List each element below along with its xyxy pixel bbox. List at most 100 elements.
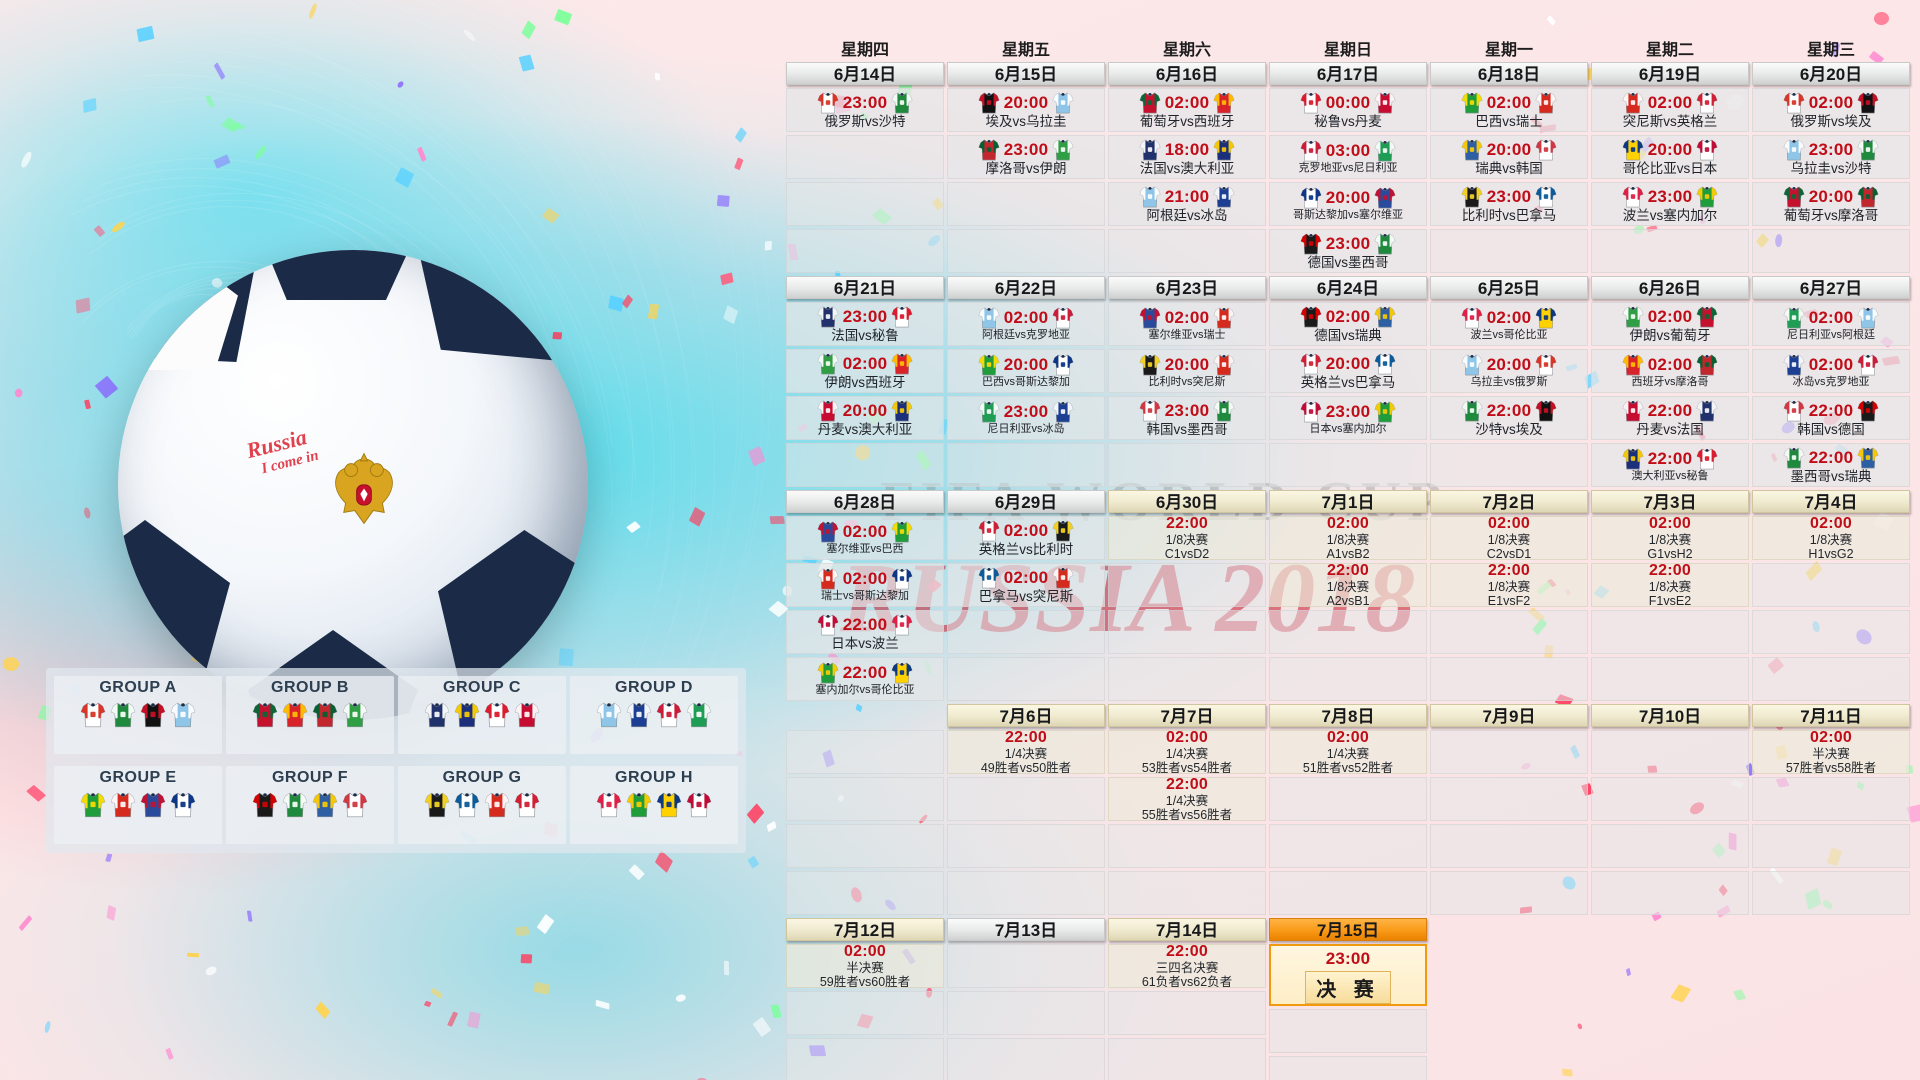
- match-cell[interactable]: 22:00 日本vs波兰: [786, 610, 944, 654]
- date-header[interactable]: 6月19日: [1591, 62, 1749, 85]
- date-header[interactable]: 6月17日: [1269, 62, 1427, 85]
- match-cell[interactable]: 23:00 乌拉圭vs沙特: [1752, 135, 1910, 179]
- match-cell[interactable]: 20:00 比利时vs突尼斯: [1108, 349, 1266, 393]
- date-header[interactable]: 7月15日: [1269, 918, 1427, 941]
- match-cell[interactable]: 18:00 法国vs澳大利亚: [1108, 135, 1266, 179]
- knockout-match-cell[interactable]: 02:00 1/4决赛 53胜者vs54胜者: [1108, 730, 1266, 774]
- match-cell[interactable]: 20:00 巴西vs哥斯达黎加: [947, 349, 1105, 393]
- match-cell[interactable]: 20:00 丹麦vs澳大利亚: [786, 396, 944, 440]
- date-header[interactable]: 6月20日: [1752, 62, 1910, 85]
- date-header[interactable]: 7月9日: [1430, 704, 1588, 727]
- knockout-match-cell[interactable]: 02:00 1/4决赛 51胜者vs52胜者: [1269, 730, 1427, 774]
- match-cell[interactable]: 02:00 塞尔维亚vs瑞士: [1108, 302, 1266, 346]
- knockout-match-cell[interactable]: 22:00 1/8决赛 F1vsE2: [1591, 563, 1749, 607]
- group-box-group-f[interactable]: GROUP F: [226, 766, 394, 844]
- match-cell[interactable]: 02:00 伊朗vs葡萄牙: [1591, 302, 1749, 346]
- date-header[interactable]: 6月25日: [1430, 276, 1588, 299]
- date-header[interactable]: 6月22日: [947, 276, 1105, 299]
- knockout-match-cell[interactable]: 22:00 三四名决赛 61负者vs62负者: [1108, 944, 1266, 988]
- match-cell[interactable]: 03:00 克罗地亚vs尼日利亚: [1269, 135, 1427, 179]
- date-header[interactable]: 7月3日: [1591, 490, 1749, 513]
- match-cell[interactable]: 02:00 波兰vs哥伦比亚: [1430, 302, 1588, 346]
- match-cell[interactable]: 23:00 俄罗斯vs沙特: [786, 88, 944, 132]
- match-cell[interactable]: 23:00 法国vs秘鲁: [786, 302, 944, 346]
- match-cell[interactable]: 02:00 瑞士vs哥斯达黎加: [786, 563, 944, 607]
- date-header[interactable]: 7月10日: [1591, 704, 1749, 727]
- date-header[interactable]: 7月2日: [1430, 490, 1588, 513]
- match-cell[interactable]: 22:00 塞内加尔vs哥伦比亚: [786, 657, 944, 701]
- match-cell[interactable]: 20:00 瑞典vs韩国: [1430, 135, 1588, 179]
- match-cell[interactable]: 02:00 伊朗vs西班牙: [786, 349, 944, 393]
- match-cell[interactable]: 20:00 埃及vs乌拉圭: [947, 88, 1105, 132]
- match-cell[interactable]: 22:00 韩国vs德国: [1752, 396, 1910, 440]
- group-box-group-g[interactable]: GROUP G: [398, 766, 566, 844]
- match-cell[interactable]: 02:00 德国vs瑞典: [1269, 302, 1427, 346]
- match-cell[interactable]: 22:00 墨西哥vs瑞典: [1752, 443, 1910, 487]
- match-cell[interactable]: 23:00 比利时vs巴拿马: [1430, 182, 1588, 226]
- date-header[interactable]: 7月6日: [947, 704, 1105, 727]
- date-header[interactable]: 6月14日: [786, 62, 944, 85]
- date-header[interactable]: 6月24日: [1269, 276, 1427, 299]
- date-header[interactable]: 7月12日: [786, 918, 944, 941]
- date-header[interactable]: 7月11日: [1752, 704, 1910, 727]
- date-header[interactable]: 6月15日: [947, 62, 1105, 85]
- date-header[interactable]: 7月4日: [1752, 490, 1910, 513]
- group-box-group-e[interactable]: GROUP E: [54, 766, 222, 844]
- knockout-match-cell[interactable]: 02:00 1/8决赛 A1vsB2: [1269, 516, 1427, 560]
- group-box-group-d[interactable]: GROUP D: [570, 676, 738, 754]
- knockout-match-cell[interactable]: 22:00 1/4决赛 55胜者vs56胜者: [1108, 777, 1266, 821]
- match-cell[interactable]: 02:00 冰岛vs克罗地亚: [1752, 349, 1910, 393]
- match-cell[interactable]: 02:00 葡萄牙vs西班牙: [1108, 88, 1266, 132]
- match-cell[interactable]: 02:00 阿根廷vs克罗地亚: [947, 302, 1105, 346]
- match-cell[interactable]: 02:00 英格兰vs比利时: [947, 516, 1105, 560]
- match-cell[interactable]: 20:00 哥斯达黎加vs塞尔维亚: [1269, 182, 1427, 226]
- knockout-match-cell[interactable]: 22:00 1/4决赛 49胜者vs50胜者: [947, 730, 1105, 774]
- date-header[interactable]: 6月28日: [786, 490, 944, 513]
- match-cell[interactable]: 23:00 韩国vs墨西哥: [1108, 396, 1266, 440]
- date-header[interactable]: 7月1日: [1269, 490, 1427, 513]
- date-header[interactable]: 6月26日: [1591, 276, 1749, 299]
- match-cell[interactable]: 22:00 丹麦vs法国: [1591, 396, 1749, 440]
- match-cell[interactable]: 02:00 巴西vs瑞士: [1430, 88, 1588, 132]
- match-cell[interactable]: 02:00 尼日利亚vs阿根廷: [1752, 302, 1910, 346]
- group-box-group-b[interactable]: GROUP B: [226, 676, 394, 754]
- match-cell[interactable]: 02:00 巴拿马vs突尼斯: [947, 563, 1105, 607]
- match-cell[interactable]: 20:00 哥伦比亚vs日本: [1591, 135, 1749, 179]
- match-cell[interactable]: 23:00 波兰vs塞内加尔: [1591, 182, 1749, 226]
- knockout-match-cell[interactable]: 02:00 1/8决赛 C2vsD1: [1430, 516, 1588, 560]
- date-header[interactable]: 6月21日: [786, 276, 944, 299]
- knockout-match-cell[interactable]: 02:00 1/8决赛 G1vsH2: [1591, 516, 1749, 560]
- knockout-match-cell[interactable]: 02:00 1/8决赛 H1vsG2: [1752, 516, 1910, 560]
- match-cell[interactable]: 20:00 英格兰vs巴拿马: [1269, 349, 1427, 393]
- match-cell[interactable]: 20:00 葡萄牙vs摩洛哥: [1752, 182, 1910, 226]
- date-header[interactable]: 6月29日: [947, 490, 1105, 513]
- match-cell[interactable]: 23:00 德国vs墨西哥: [1269, 229, 1427, 273]
- date-header[interactable]: 6月23日: [1108, 276, 1266, 299]
- final-match-cell[interactable]: 23:00 决 赛: [1269, 944, 1427, 1006]
- group-box-group-a[interactable]: GROUP A: [54, 676, 222, 754]
- date-header[interactable]: 7月7日: [1108, 704, 1266, 727]
- group-box-group-c[interactable]: GROUP C: [398, 676, 566, 754]
- match-cell[interactable]: 20:00 乌拉圭vs俄罗斯: [1430, 349, 1588, 393]
- match-cell[interactable]: 02:00 突尼斯vs英格兰: [1591, 88, 1749, 132]
- date-header[interactable]: 7月13日: [947, 918, 1105, 941]
- date-header[interactable]: 6月30日: [1108, 490, 1266, 513]
- match-cell[interactable]: 23:00 日本vs塞内加尔: [1269, 396, 1427, 440]
- date-header[interactable]: 6月16日: [1108, 62, 1266, 85]
- match-cell[interactable]: 21:00 阿根廷vs冰岛: [1108, 182, 1266, 226]
- match-cell[interactable]: 23:00 摩洛哥vs伊朗: [947, 135, 1105, 179]
- match-cell[interactable]: 02:00 塞尔维亚vs巴西: [786, 516, 944, 560]
- knockout-match-cell[interactable]: 22:00 1/8决赛 C1vsD2: [1108, 516, 1266, 560]
- match-cell[interactable]: 02:00 西班牙vs摩洛哥: [1591, 349, 1749, 393]
- knockout-match-cell[interactable]: 02:00 半决赛 59胜者vs60胜者: [786, 944, 944, 988]
- knockout-match-cell[interactable]: 22:00 1/8决赛 A2vsB1: [1269, 563, 1427, 607]
- match-cell[interactable]: 02:00 俄罗斯vs埃及: [1752, 88, 1910, 132]
- group-box-group-h[interactable]: GROUP H: [570, 766, 738, 844]
- match-cell[interactable]: 22:00 沙特vs埃及: [1430, 396, 1588, 440]
- date-header[interactable]: 7月14日: [1108, 918, 1266, 941]
- knockout-match-cell[interactable]: 22:00 1/8决赛 E1vsF2: [1430, 563, 1588, 607]
- match-cell[interactable]: 23:00 尼日利亚vs冰岛: [947, 396, 1105, 440]
- match-cell[interactable]: 00:00 秘鲁vs丹麦: [1269, 88, 1427, 132]
- date-header[interactable]: 6月27日: [1752, 276, 1910, 299]
- date-header[interactable]: 7月8日: [1269, 704, 1427, 727]
